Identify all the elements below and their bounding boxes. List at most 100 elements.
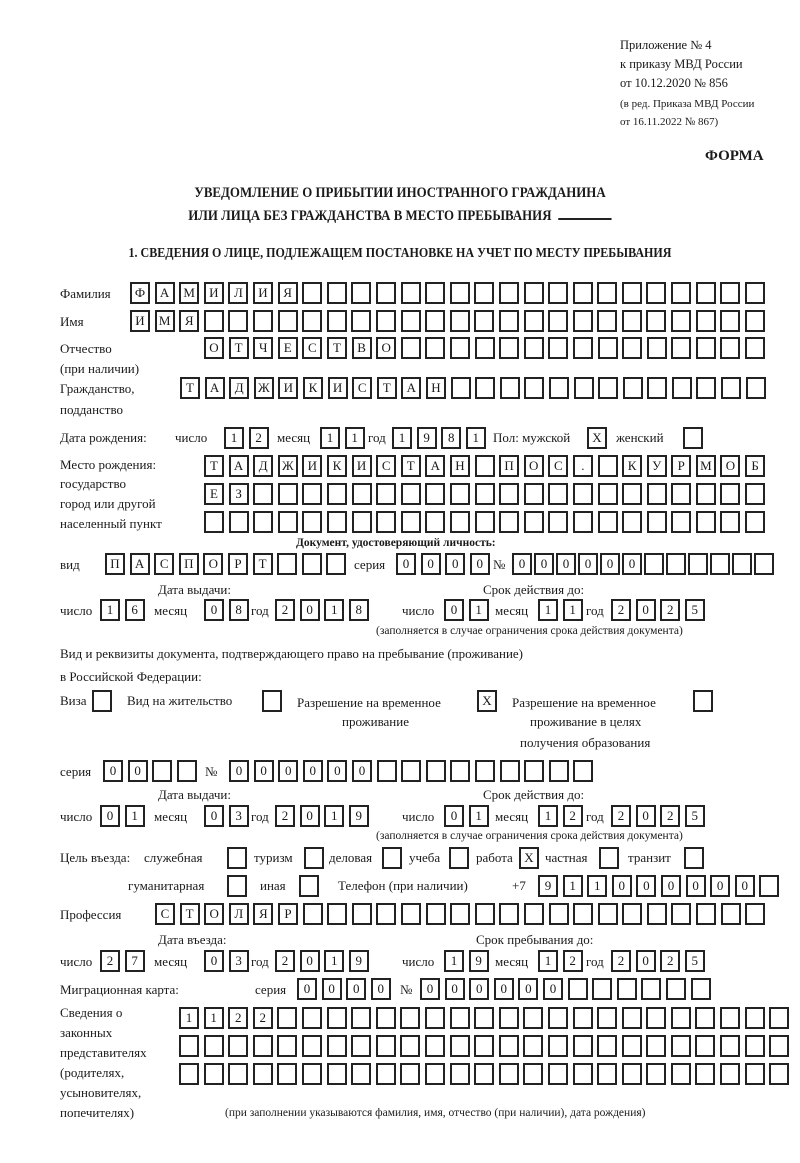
char-box[interactable] <box>302 282 323 304</box>
char-box[interactable] <box>523 1007 544 1029</box>
char-box[interactable] <box>474 1035 495 1057</box>
char-box[interactable] <box>400 337 421 359</box>
char-box[interactable] <box>425 337 446 359</box>
char-box[interactable] <box>622 903 643 925</box>
char-box[interactable]: 1 <box>538 950 558 972</box>
char-box[interactable] <box>548 483 569 505</box>
char-box[interactable]: 0 <box>346 978 367 1000</box>
char-box[interactable] <box>671 903 692 925</box>
char-box[interactable]: 8 <box>228 599 249 621</box>
char-box[interactable] <box>621 282 642 304</box>
char-box[interactable] <box>548 377 569 399</box>
char-box[interactable] <box>646 903 667 925</box>
char-box[interactable] <box>228 1063 249 1085</box>
char-box[interactable] <box>621 1007 642 1029</box>
char-box[interactable]: 0 <box>204 805 224 827</box>
char-box[interactable]: П <box>178 553 199 575</box>
char-box[interactable]: 3 <box>228 950 249 972</box>
char-box[interactable] <box>695 483 716 505</box>
char-box[interactable]: 0 <box>444 805 464 827</box>
char-box[interactable]: 1 <box>538 599 558 621</box>
char-box[interactable]: 2 <box>611 805 631 827</box>
char-box[interactable]: 1 <box>324 599 345 621</box>
char-box[interactable] <box>769 1063 790 1085</box>
char-box[interactable] <box>375 1063 396 1085</box>
char-box[interactable] <box>597 1035 618 1057</box>
char-box[interactable] <box>547 1007 568 1029</box>
char-box[interactable] <box>425 310 446 332</box>
char-box[interactable]: 0 <box>327 760 348 782</box>
char-box[interactable] <box>696 377 717 399</box>
char-box[interactable]: Я <box>253 903 274 925</box>
char-box[interactable] <box>401 760 422 782</box>
char-box[interactable] <box>769 1007 790 1029</box>
char-box[interactable] <box>499 511 520 533</box>
char-box[interactable]: 1 <box>562 875 583 897</box>
char-box[interactable]: И <box>130 310 150 332</box>
char-box[interactable] <box>744 1007 765 1029</box>
char-box[interactable]: А <box>401 377 422 399</box>
char-box[interactable]: Е <box>277 337 298 359</box>
char-box[interactable] <box>376 483 397 505</box>
char-box[interactable]: И <box>252 282 273 304</box>
char-box[interactable]: 5 <box>684 805 705 827</box>
char-box[interactable] <box>277 310 298 332</box>
char-box[interactable] <box>400 1035 421 1057</box>
char-box[interactable]: 0 <box>622 553 642 575</box>
char-box[interactable]: А <box>154 282 175 304</box>
char-box[interactable]: 0 <box>469 553 490 575</box>
char-box[interactable] <box>665 978 686 1000</box>
char-box[interactable] <box>176 760 197 782</box>
char-box[interactable] <box>646 483 667 505</box>
char-box[interactable]: 0 <box>660 875 681 897</box>
char-box[interactable] <box>449 282 470 304</box>
char-box[interactable] <box>573 377 594 399</box>
char-box[interactable] <box>277 1063 298 1085</box>
char-box[interactable]: Л <box>228 903 249 925</box>
char-box[interactable]: Т <box>400 455 421 477</box>
char-box[interactable] <box>690 978 711 1000</box>
char-box[interactable]: 1 <box>224 427 244 449</box>
char-box[interactable]: 0 <box>518 978 539 1000</box>
char-box[interactable] <box>326 1007 347 1029</box>
char-box[interactable] <box>732 553 752 575</box>
char-box[interactable]: П <box>105 553 125 575</box>
char-box[interactable] <box>572 1007 593 1029</box>
char-box[interactable] <box>695 1063 716 1085</box>
char-box[interactable]: И <box>351 455 372 477</box>
char-box[interactable]: Р <box>277 903 298 925</box>
char-box[interactable]: 1 <box>124 805 145 827</box>
char-box[interactable] <box>351 903 372 925</box>
char-box[interactable] <box>400 282 421 304</box>
char-box[interactable]: 0 <box>493 978 514 1000</box>
char-box[interactable] <box>720 1007 741 1029</box>
checkbox[interactable] <box>299 875 319 897</box>
char-box[interactable] <box>253 511 274 533</box>
char-box[interactable] <box>424 1007 445 1029</box>
char-box[interactable] <box>425 483 446 505</box>
char-box[interactable] <box>375 1035 396 1057</box>
char-box[interactable] <box>351 310 372 332</box>
char-box[interactable] <box>498 282 519 304</box>
char-box[interactable] <box>646 337 667 359</box>
char-box[interactable] <box>670 1007 691 1029</box>
char-box[interactable] <box>696 903 717 925</box>
char-box[interactable]: 0 <box>542 978 563 1000</box>
char-box[interactable] <box>252 310 273 332</box>
char-box[interactable]: З <box>228 483 249 505</box>
char-box[interactable]: 9 <box>416 427 437 449</box>
char-box[interactable] <box>647 377 668 399</box>
char-box[interactable]: 8 <box>348 599 369 621</box>
char-box[interactable] <box>449 483 470 505</box>
checkbox[interactable]: X <box>587 427 607 449</box>
char-box[interactable]: Н <box>425 377 446 399</box>
char-box[interactable]: 0 <box>351 760 372 782</box>
char-box[interactable]: А <box>425 455 446 477</box>
char-box[interactable]: 0 <box>396 553 416 575</box>
char-box[interactable]: К <box>326 455 347 477</box>
char-box[interactable] <box>277 1007 298 1029</box>
char-box[interactable]: 0 <box>556 553 576 575</box>
char-box[interactable]: 9 <box>348 950 369 972</box>
char-box[interactable] <box>695 1035 716 1057</box>
char-box[interactable]: О <box>204 903 225 925</box>
